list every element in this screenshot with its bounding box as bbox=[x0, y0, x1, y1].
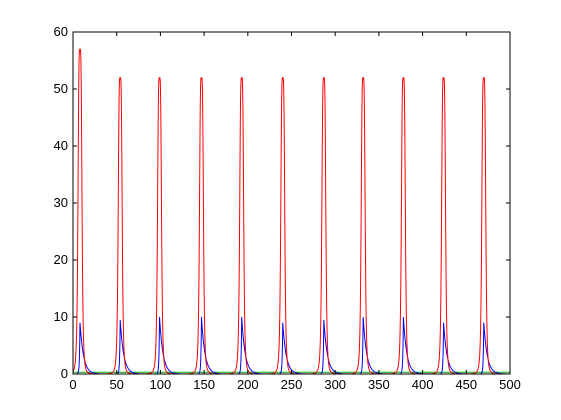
plot-area bbox=[73, 32, 510, 374]
x-tick-label: 100 bbox=[150, 377, 172, 392]
y-tick-label: 20 bbox=[54, 252, 68, 267]
x-tick-label: 500 bbox=[499, 377, 521, 392]
x-tick-label: 0 bbox=[69, 377, 76, 392]
y-tick-label: 40 bbox=[54, 138, 68, 153]
axes-layer: 0 50 100 150 200 250 300 350 400 450 500 0 10 20 30 40 5… bbox=[54, 24, 521, 392]
x-tick-label: 50 bbox=[109, 377, 123, 392]
x-tick-label: 250 bbox=[281, 377, 303, 392]
y-tick-label: 60 bbox=[54, 24, 68, 39]
x-tick-label: 300 bbox=[324, 377, 346, 392]
x-tick-label: 150 bbox=[193, 377, 215, 392]
x-tick-label: 400 bbox=[412, 377, 434, 392]
x-tick-label: 350 bbox=[368, 377, 390, 392]
x-tick-label: 200 bbox=[237, 377, 259, 392]
x-tick-label: 450 bbox=[455, 377, 477, 392]
y-tick-label: 50 bbox=[54, 81, 68, 96]
y-tick-label: 30 bbox=[54, 195, 68, 210]
y-tick-label: 0 bbox=[61, 366, 68, 381]
y-tick-label: 10 bbox=[54, 309, 68, 324]
